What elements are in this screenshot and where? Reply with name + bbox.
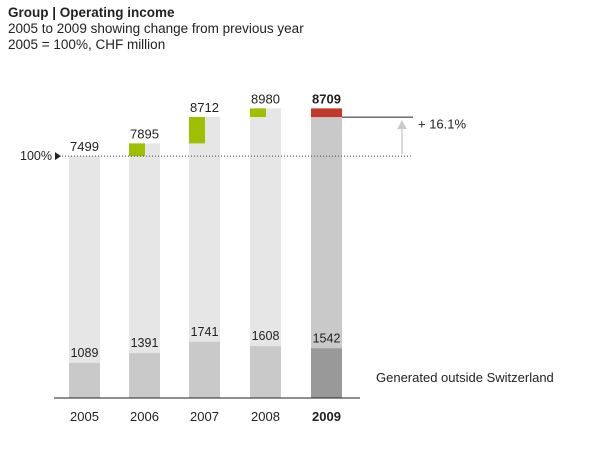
total-change-arrow-head (397, 120, 407, 130)
outside-value-label-2007: 1741 (191, 325, 219, 339)
outside-value-label-2005: 1089 (71, 346, 99, 360)
category-label-2009: 2009 (312, 409, 341, 424)
total-value-label-2007: 8712 (190, 100, 219, 115)
reference-100pct-label: 100% (20, 149, 52, 163)
outside-bar-2006 (129, 353, 160, 398)
outside-bar-2008 (250, 346, 281, 398)
chart-title-block: Group | Operating income 2005 to 2009 sh… (8, 5, 304, 53)
outside-switzerland-series-label: Generated outside Switzerland (376, 370, 554, 385)
reference-100pct-marker (55, 152, 61, 161)
change-bar-2009 (311, 108, 342, 118)
category-label-2008: 2008 (251, 409, 280, 424)
outside-value-label-2009: 1542 (313, 331, 341, 345)
category-label-2007: 2007 (190, 409, 219, 424)
total-value-label-2008: 8980 (251, 91, 280, 106)
category-label-2006: 2006 (130, 409, 159, 424)
outside-bar-2009 (311, 348, 342, 398)
outside-value-label-2008: 1608 (252, 329, 280, 343)
total-value-label-2006: 7895 (130, 126, 159, 141)
total-bar-2005 (69, 156, 100, 398)
chart-title: Group | Operating income (8, 5, 175, 20)
outside-value-label-2006: 1391 (131, 336, 159, 350)
total-change-label: + 16.1% (418, 117, 467, 132)
outside-bar-2005 (69, 362, 100, 398)
total-value-label-2005: 7499 (70, 139, 99, 154)
change-bar-2007 (189, 117, 205, 144)
total-value-label-2009: 8709 (312, 91, 341, 106)
chart-subtitle-line-2: 2005 = 100%, CHF million (8, 37, 166, 52)
category-label-2005: 2005 (70, 409, 99, 424)
change-bar-2006 (129, 143, 145, 157)
outside-bar-2007 (189, 341, 220, 398)
chart-subtitle-line-1: 2005 to 2009 showing change from previou… (8, 21, 304, 36)
change-bar-2008 (250, 108, 266, 118)
